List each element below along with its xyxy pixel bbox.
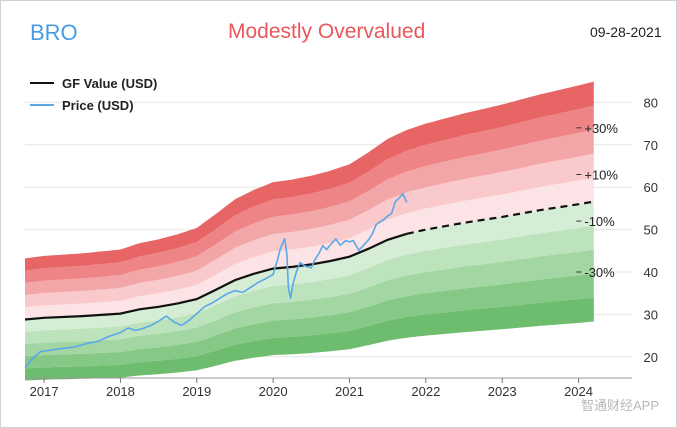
band-label-1: +10% [584, 167, 618, 182]
gf-value-projection-line [406, 200, 594, 235]
price-swatch [30, 104, 54, 106]
valuation-band-5 [25, 177, 594, 320]
gf-value-swatch [30, 82, 54, 84]
y-tick-label-30: 30 [644, 307, 658, 322]
y-tick-label-20: 20 [644, 350, 658, 365]
watermark: 智通财经APP [580, 398, 659, 413]
legend-item-price: Price (USD) [30, 94, 157, 116]
x-tick-label-2024: 2024 [564, 384, 593, 399]
band-label-3: -30% [584, 265, 615, 280]
legend-label-gf-value: GF Value (USD) [62, 75, 158, 91]
y-tick-label-80: 80 [644, 95, 658, 110]
valuation-band-1 [25, 273, 594, 369]
y-tick-label-60: 60 [644, 180, 658, 195]
legend-item-gf-value: GF Value (USD) [30, 72, 157, 94]
x-tick-label-2022: 2022 [411, 384, 440, 399]
x-tick-label-2017: 2017 [30, 384, 59, 399]
band-label-2: -10% [584, 214, 615, 229]
valuation-band-3 [25, 225, 594, 344]
x-tick-label-2019: 2019 [182, 384, 211, 399]
chart-date: 09-28-2021 [590, 24, 662, 40]
legend-label-price: Price (USD) [62, 97, 134, 113]
y-tick-label-50: 50 [644, 223, 658, 238]
ticker-symbol: BRO [30, 20, 78, 45]
valuation-band-7 [25, 129, 594, 296]
x-tick-label-2023: 2023 [488, 384, 517, 399]
y-tick-label-70: 70 [644, 138, 658, 153]
valuation-band-0 [25, 297, 594, 381]
x-tick-label-2020: 2020 [259, 384, 288, 399]
chart-legend: GF Value (USD) Price (USD) [30, 72, 157, 116]
band-label-0: +30% [584, 121, 618, 136]
valuation-band-6 [25, 153, 594, 308]
valuation-band-2 [25, 249, 594, 357]
valuation-verdict: Modestly Overvalued [228, 20, 426, 43]
x-tick-label-2021: 2021 [335, 384, 364, 399]
y-tick-label-40: 40 [644, 265, 658, 280]
x-tick-label-2018: 2018 [106, 384, 135, 399]
price-line [24, 192, 408, 368]
valuation-band-9 [25, 81, 594, 271]
valuation-band-8 [25, 105, 594, 283]
gf-value-line [24, 232, 408, 321]
